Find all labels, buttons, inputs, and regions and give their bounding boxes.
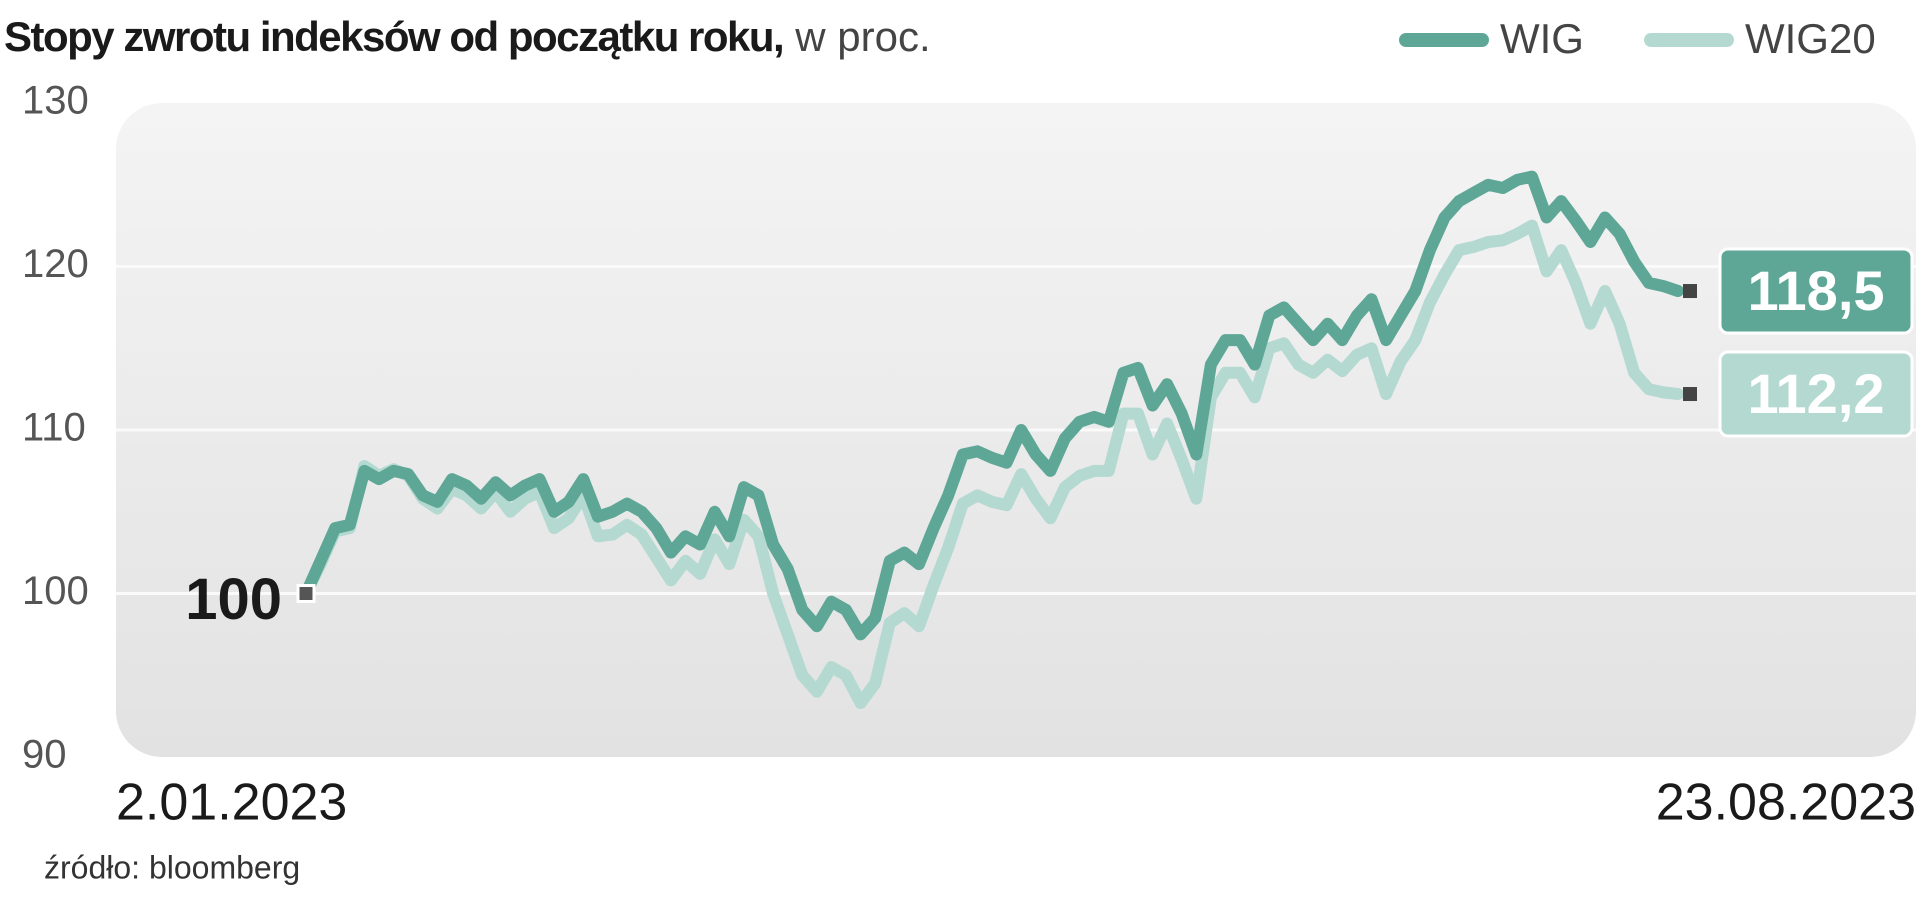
legend-label: WIG20	[1745, 15, 1876, 62]
start-marker	[296, 584, 316, 603]
y-tick-label: 110	[22, 406, 86, 450]
y-tick-label: 120	[22, 242, 89, 286]
end-label-box	[1718, 350, 1914, 438]
y-tick-label: 130	[22, 79, 89, 123]
end-marker	[1683, 284, 1697, 299]
y-tick-label: 90	[22, 733, 67, 777]
x-end-label: 23.08.2023	[1656, 774, 1916, 832]
x-start-label: 2.01.2023	[116, 774, 347, 832]
end-marker	[1683, 387, 1697, 402]
start-label: 100	[185, 567, 282, 632]
series-line	[300, 219, 1684, 709]
subtitle: w proc.	[794, 13, 930, 60]
end-label: 118,5	[1747, 259, 1884, 322]
title: Stopy zwrotu indeksów od początku roku,	[4, 13, 783, 60]
end-label-box	[1718, 247, 1914, 335]
chart-title: Stopy zwrotu indeksów od początku roku, w…	[4, 13, 931, 60]
y-tick-label: 100	[22, 569, 89, 613]
legend-label: WIG	[1500, 15, 1584, 62]
end-label: 112,2	[1747, 362, 1884, 425]
source-note: źródło: bloomberg	[44, 849, 300, 885]
series-line	[300, 170, 1684, 641]
